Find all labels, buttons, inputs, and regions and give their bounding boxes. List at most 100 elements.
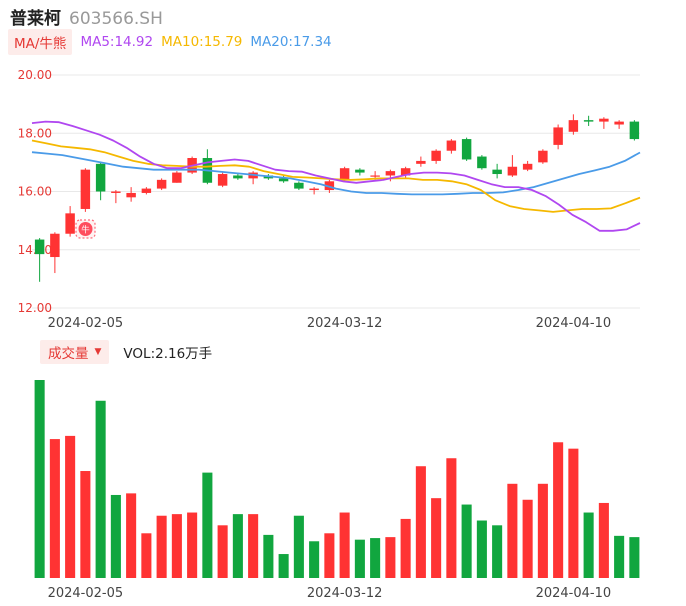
candle-body	[294, 182, 304, 189]
candle-body	[80, 169, 91, 209]
volume-bar	[278, 554, 289, 578]
candle-body	[278, 178, 289, 182]
bull-badge-icon[interactable]: 牛	[75, 219, 96, 239]
volume-bar	[339, 512, 350, 578]
volume-series	[34, 380, 640, 578]
volume-bar	[598, 502, 609, 578]
volume-bar	[354, 539, 365, 578]
y-tick-label: 20.00	[18, 68, 52, 82]
svg-text:牛: 牛	[81, 225, 90, 236]
x-tick-label: 2024-02-05	[48, 586, 124, 601]
candle-body	[614, 121, 624, 125]
volume-bar	[431, 498, 442, 578]
volume-bar	[126, 493, 137, 578]
candle-body	[126, 192, 136, 198]
volume-bar	[370, 538, 381, 578]
volume-bar	[49, 439, 60, 578]
y-tick-label: 18.00	[18, 126, 52, 140]
volume-bar	[80, 471, 91, 578]
x-tick-label: 2024-04-10	[536, 316, 612, 331]
candle-body	[446, 140, 457, 151]
volume-bar	[156, 515, 167, 578]
candle-body	[355, 169, 365, 173]
volume-bar	[110, 494, 121, 578]
volume-bar	[263, 534, 274, 578]
y-tick-label: 14.00	[18, 243, 52, 257]
ma10-line	[31, 139, 641, 213]
volume-bar	[293, 515, 304, 578]
candle-body	[65, 213, 75, 234]
stock-header: 普莱柯 603566.SH	[10, 4, 163, 29]
candle-body	[431, 150, 441, 161]
stock-code: 603566.SH	[69, 9, 163, 29]
volume-bar	[232, 514, 243, 578]
volume-bar	[522, 499, 533, 578]
ma-lines	[31, 120, 641, 232]
candle-body	[309, 188, 319, 191]
y-tick-label: 16.00	[18, 185, 52, 199]
date-axis-top: 2024-02-05 2024-03-12 2024-04-10	[48, 316, 612, 331]
price-axis: 20.00 18.00 16.00 14.00 12.00	[18, 68, 52, 315]
candle-body	[522, 163, 533, 170]
candle-body	[599, 118, 609, 122]
x-tick-label: 2024-03-12	[307, 586, 383, 601]
volume-bar	[187, 512, 198, 578]
stock-name: 普莱柯	[10, 9, 61, 29]
ma-legend: MA/牛熊 MA5:14.92 MA10:15.79 MA20:17.34	[8, 29, 332, 55]
x-tick-label: 2024-03-12	[307, 316, 383, 331]
volume-bar	[629, 537, 640, 578]
volume-bar	[95, 400, 106, 578]
candle-body	[416, 160, 426, 164]
volume-bar	[614, 535, 625, 578]
candle-body	[34, 239, 45, 255]
ma20-legend: MA20:17.34	[250, 34, 332, 50]
date-axis-bottom: 2024-02-05 2024-03-12 2024-04-10	[48, 586, 612, 601]
volume-bar	[248, 514, 259, 578]
ma5-legend: MA5:14.92	[80, 34, 154, 50]
candle-body	[492, 169, 502, 175]
volume-bar	[553, 442, 564, 578]
volume-bar	[34, 380, 45, 578]
candle-body	[156, 179, 167, 189]
candle-body	[507, 166, 518, 176]
candle-body	[385, 171, 396, 176]
ma10-legend: MA10:15.79	[161, 34, 243, 50]
volume-bar	[309, 541, 320, 578]
volume-bar	[202, 472, 213, 578]
volume-bar	[492, 525, 503, 578]
candle-body	[538, 150, 548, 163]
candle-body	[233, 175, 243, 179]
volume-legend: 成交量 ▼ VOL:2.16万手	[40, 340, 212, 364]
candle-body	[141, 188, 152, 193]
volume-bar	[171, 514, 182, 578]
volume-selector-label: 成交量	[48, 346, 89, 362]
candle-body	[400, 168, 411, 176]
volume-bar	[446, 458, 457, 578]
ma20-line	[31, 151, 641, 196]
volume-bar	[476, 520, 487, 578]
volume-bar	[400, 518, 411, 578]
caret-down-icon: ▼	[94, 347, 102, 357]
ma-selector-button[interactable]: MA/牛熊	[8, 29, 73, 55]
candle-body	[339, 168, 350, 180]
candle-body	[568, 120, 579, 132]
volume-bar	[217, 525, 228, 578]
candle-body	[50, 233, 60, 258]
ma5-line	[31, 120, 641, 232]
x-tick-label: 2024-02-05	[48, 316, 124, 331]
volume-selector-button[interactable]: 成交量 ▼	[40, 340, 110, 364]
candle-body	[583, 120, 594, 122]
candle-body	[370, 175, 380, 177]
candle-body	[95, 163, 106, 192]
candle-body	[217, 174, 228, 186]
candle-body	[324, 181, 335, 191]
volume-bar	[568, 448, 579, 578]
candle-body	[553, 127, 563, 145]
volume-bar	[583, 512, 594, 578]
volume-bar	[385, 537, 396, 578]
candle-body	[461, 139, 472, 160]
price-grid	[32, 74, 640, 309]
candle-body	[629, 121, 640, 140]
volume-bar	[507, 483, 518, 578]
